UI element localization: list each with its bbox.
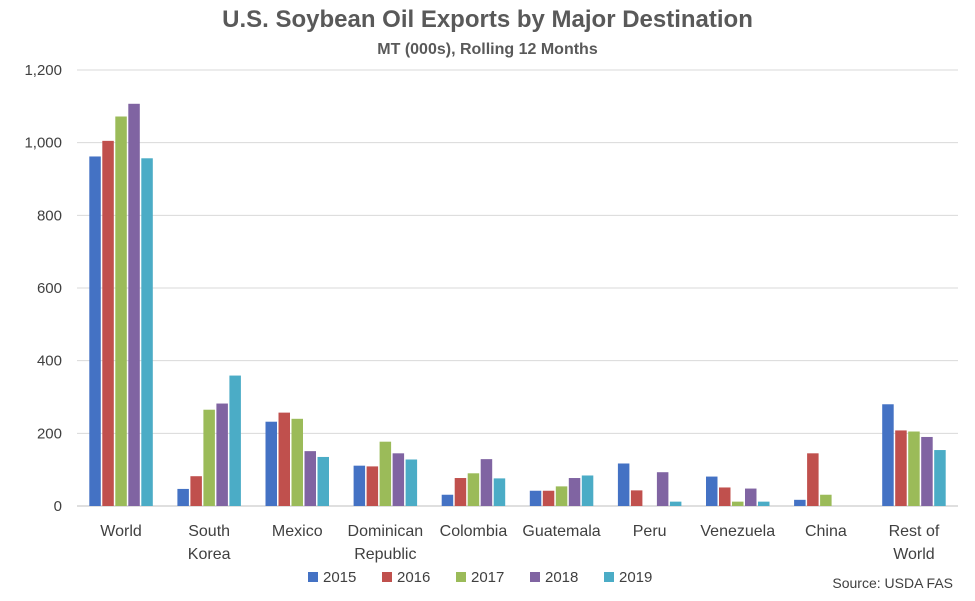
bar-2019 <box>758 501 770 506</box>
bar-2018 <box>745 488 757 506</box>
bar-2015 <box>177 488 189 506</box>
x-tick-label: Republic <box>354 546 416 563</box>
x-tick-label: Korea <box>188 546 231 563</box>
bar-2015 <box>441 494 454 506</box>
bar-2016 <box>190 476 202 506</box>
legend-label: 2015 <box>323 569 356 586</box>
y-tick-label: 800 <box>37 207 62 224</box>
bar-2016 <box>454 478 467 506</box>
bar-2018 <box>921 436 933 506</box>
bar-2017 <box>115 116 127 507</box>
x-tick-label: World <box>100 523 142 540</box>
y-tick-label: 0 <box>54 498 62 515</box>
bar-2015 <box>882 404 894 506</box>
bar-2016 <box>102 140 114 506</box>
bar-2016 <box>719 487 731 506</box>
bar-2018 <box>656 472 669 506</box>
bar-2017 <box>820 494 832 506</box>
bar-2015 <box>89 156 101 506</box>
x-tick-label: Colombia <box>440 523 508 540</box>
legend-label: 2016 <box>397 569 430 586</box>
chart-title: U.S. Soybean Oil Exports by Major Destin… <box>222 6 753 33</box>
legend-swatch <box>604 572 614 582</box>
legend-label: 2017 <box>471 569 504 586</box>
bar-2017 <box>291 418 303 506</box>
x-tick-label: Rest of <box>889 523 940 540</box>
bar-2017 <box>732 501 744 506</box>
x-tick-label: Guatemala <box>522 523 600 540</box>
y-tick-label: 400 <box>37 353 62 370</box>
bar-2017 <box>555 486 568 506</box>
legend-swatch <box>530 572 540 582</box>
bar-2016 <box>366 466 379 506</box>
y-tick-label: 1,200 <box>24 62 62 79</box>
bar-2015 <box>353 465 366 506</box>
bar-2018 <box>128 103 140 506</box>
x-tick-label: World <box>893 546 935 563</box>
bar-2019 <box>141 158 153 507</box>
bar-2016 <box>630 490 643 506</box>
x-tick-label: Mexico <box>272 523 323 540</box>
bar-2016 <box>895 430 907 506</box>
bar-2018 <box>216 403 228 506</box>
bar-2019 <box>317 456 329 506</box>
legend-swatch <box>308 572 318 582</box>
bar-2016 <box>278 412 290 506</box>
x-tick-label: China <box>805 523 847 540</box>
bar-2018 <box>568 478 581 506</box>
bar-2015 <box>794 499 806 506</box>
x-tick-label: Venezuela <box>700 523 775 540</box>
bar-2019 <box>934 450 946 506</box>
x-tick-label: Peru <box>633 523 667 540</box>
bar-2018 <box>392 453 405 506</box>
bar-2016 <box>542 490 555 506</box>
y-tick-label: 200 <box>37 425 62 442</box>
bar-2017 <box>379 441 392 506</box>
legend-swatch <box>382 572 392 582</box>
chart-subtitle: MT (000s), Rolling 12 Months <box>377 41 598 58</box>
bar-2015 <box>265 421 277 506</box>
x-tick-label: Dominican <box>348 523 424 540</box>
y-tick-label: 600 <box>37 280 62 297</box>
bar-2018 <box>304 451 316 506</box>
bar-2019 <box>493 478 506 506</box>
bar-2017 <box>203 409 215 506</box>
legend-swatch <box>456 572 466 582</box>
bar-2019 <box>229 375 241 506</box>
bar-2019 <box>405 459 418 506</box>
bar-2019 <box>581 475 594 506</box>
bar-2016 <box>807 453 819 506</box>
bar-2017 <box>908 431 920 506</box>
bar-2015 <box>529 490 542 506</box>
bar-2015 <box>706 476 718 506</box>
bar-2019 <box>669 501 682 506</box>
bar-2015 <box>617 463 630 506</box>
x-tick-label: South <box>188 523 230 540</box>
legend-label: 2018 <box>545 569 578 586</box>
y-tick-label: 1,000 <box>24 135 62 152</box>
bar-2017 <box>467 473 480 506</box>
bar-2018 <box>480 459 493 506</box>
source-note: Source: USDA FAS <box>832 575 953 591</box>
legend-label: 2019 <box>619 569 652 586</box>
